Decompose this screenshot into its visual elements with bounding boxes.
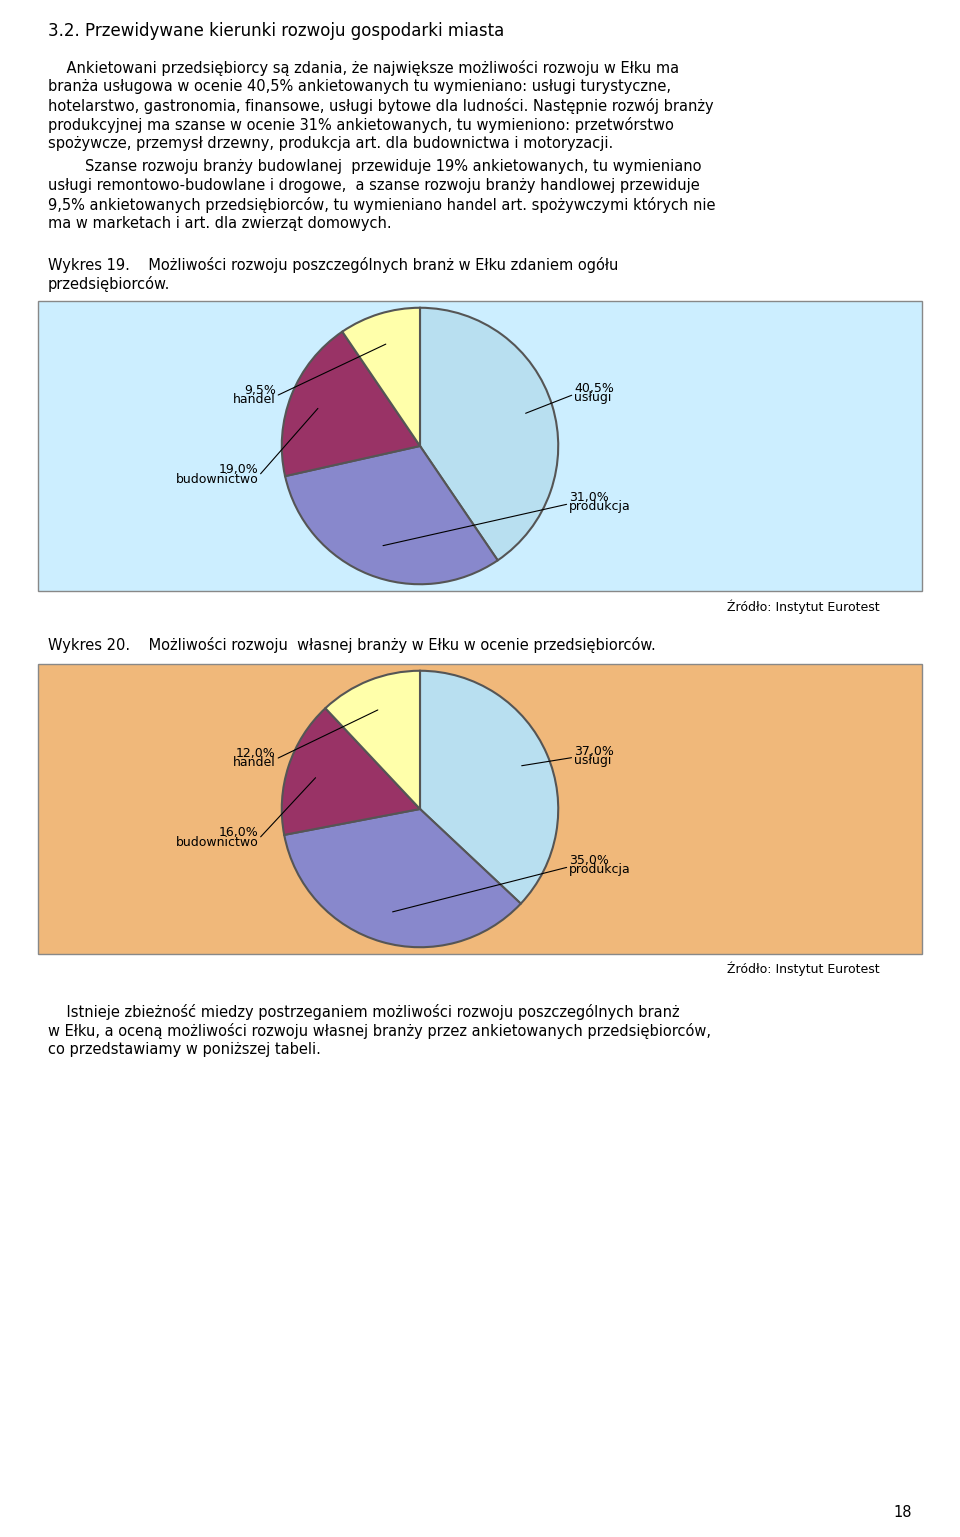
Wedge shape	[282, 332, 420, 476]
Text: Szanse rozwoju branży budowlanej  przewiduje 19% ankietowanych, tu wymieniano: Szanse rozwoju branży budowlanej przewid…	[48, 158, 702, 174]
Text: 37,0%: 37,0%	[574, 745, 614, 758]
Text: w Ełku, a oceną możliwości rozwoju własnej branży przez ankietowanych przedsiębi: w Ełku, a oceną możliwości rozwoju własn…	[48, 1024, 711, 1039]
Text: przedsiębiorców.: przedsiębiorców.	[48, 277, 170, 292]
Bar	[38, 301, 922, 592]
Text: handel: handel	[233, 393, 276, 406]
Wedge shape	[284, 808, 520, 947]
Text: Wykres 19.    Możliwości rozwoju poszczególnych branż w Ełku zdaniem ogółu: Wykres 19. Możliwości rozwoju poszczegól…	[48, 257, 618, 274]
Text: spożywcze, przemysł drzewny, produkcja art. dla budownictwa i motoryzacji.: spożywcze, przemysł drzewny, produkcja a…	[48, 135, 613, 151]
Text: 12,0%: 12,0%	[236, 747, 276, 759]
Text: Źródło: Instytut Eurotest: Źródło: Instytut Eurotest	[728, 962, 880, 976]
Text: Istnieje zbieżność miedzy postrzeganiem możliwości rozwoju poszczególnych branż: Istnieje zbieżność miedzy postrzeganiem …	[48, 1004, 680, 1021]
Text: 19,0%: 19,0%	[219, 464, 259, 476]
Wedge shape	[343, 307, 420, 446]
Text: usługi: usługi	[574, 755, 612, 767]
Text: 31,0%: 31,0%	[569, 492, 609, 504]
Text: 9,5% ankietowanych przedsiębiorców, tu wymieniano handel art. spożywczymi któryc: 9,5% ankietowanych przedsiębiorców, tu w…	[48, 197, 715, 214]
Text: 9,5%: 9,5%	[244, 384, 276, 397]
Text: Ankietowani przedsiębiorcy są zdania, że największe możliwości rozwoju w Ełku ma: Ankietowani przedsiębiorcy są zdania, że…	[48, 60, 679, 75]
Wedge shape	[420, 307, 558, 561]
Text: handel: handel	[233, 756, 276, 768]
Text: 18: 18	[894, 1505, 912, 1520]
Text: Wykres 20.    Możliwości rozwoju  własnej branży w Ełku w ocenie przedsiębiorców: Wykres 20. Możliwości rozwoju własnej br…	[48, 636, 656, 653]
Wedge shape	[420, 670, 558, 904]
Text: 40,5%: 40,5%	[574, 381, 614, 395]
Bar	[38, 664, 922, 954]
Text: 35,0%: 35,0%	[569, 855, 610, 867]
Text: usługi: usługi	[574, 390, 612, 404]
Text: ma w marketach i art. dla zwierząt domowych.: ma w marketach i art. dla zwierząt domow…	[48, 217, 392, 231]
Text: hotelarstwo, gastronomia, finansowe, usługi bytowe dla ludności. Następnie rozwó: hotelarstwo, gastronomia, finansowe, usł…	[48, 98, 713, 114]
Text: budownictwo: budownictwo	[176, 472, 259, 486]
Wedge shape	[325, 670, 420, 808]
Text: Źródło: Instytut Eurotest: Źródło: Instytut Eurotest	[728, 599, 880, 613]
Text: usługi remontowo-budowlane i drogowe,  a szanse rozwoju branży handlowej przewid: usługi remontowo-budowlane i drogowe, a …	[48, 178, 700, 194]
Text: produkcja: produkcja	[569, 501, 631, 513]
Text: produkcja: produkcja	[569, 864, 631, 876]
Text: co przedstawiamy w poniższej tabeli.: co przedstawiamy w poniższej tabeli.	[48, 1042, 321, 1057]
Text: produkcyjnej ma szanse w ocenie 31% ankietowanych, tu wymieniono: przetwórstwo: produkcyjnej ma szanse w ocenie 31% anki…	[48, 117, 674, 134]
Wedge shape	[282, 709, 420, 835]
Text: 16,0%: 16,0%	[219, 827, 259, 839]
Text: budownictwo: budownictwo	[176, 836, 259, 848]
Text: 3.2. Przewidywane kierunki rozwoju gospodarki miasta: 3.2. Przewidywane kierunki rozwoju gospo…	[48, 22, 504, 40]
Text: branża usługowa w ocenie 40,5% ankietowanych tu wymieniano: usługi turystyczne,: branża usługowa w ocenie 40,5% ankietowa…	[48, 78, 671, 94]
Wedge shape	[285, 446, 497, 584]
